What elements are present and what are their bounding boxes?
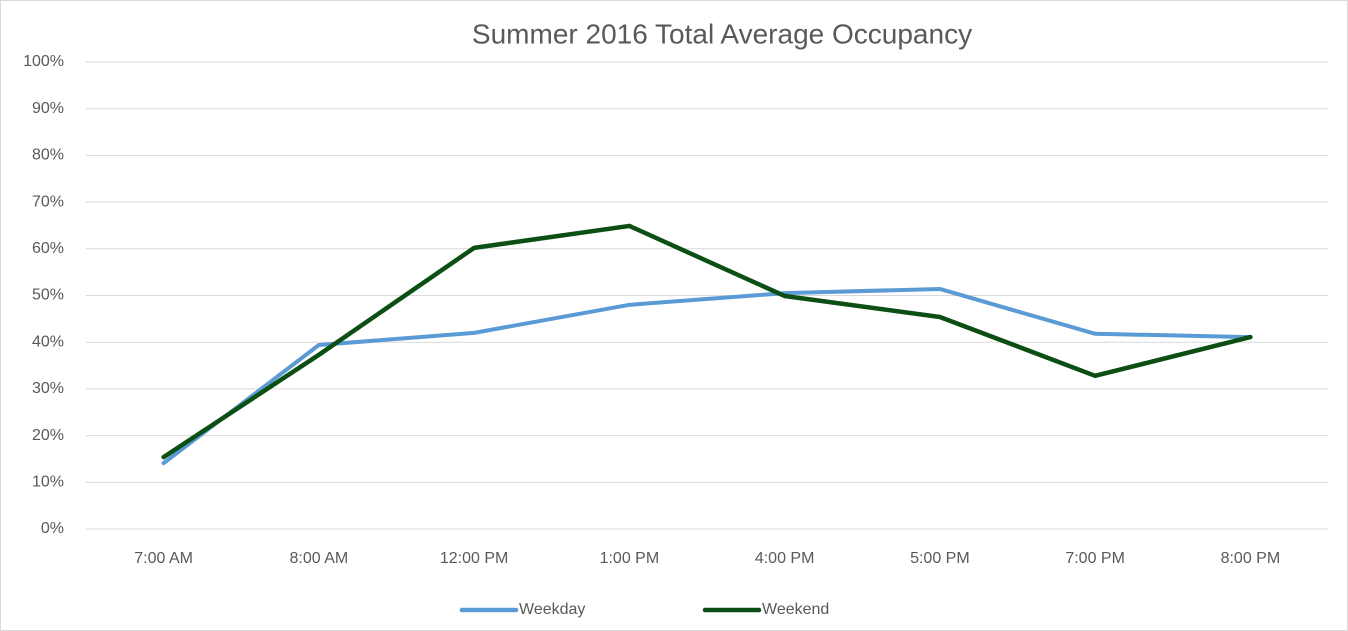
- y-tick-label: 90%: [32, 100, 64, 117]
- series-line: [161, 223, 1253, 460]
- x-tick-label: 1:00 PM: [600, 550, 660, 567]
- y-tick-label: 80%: [32, 147, 64, 164]
- y-tick-label: 100%: [23, 53, 64, 70]
- x-tick-label: 8:00 PM: [1221, 550, 1281, 567]
- legend-label: Weekend: [762, 601, 829, 618]
- series-line: [161, 286, 1253, 466]
- y-tick-label: 20%: [32, 427, 64, 444]
- x-tick-label: 8:00 AM: [290, 550, 349, 567]
- x-tick-label: 7:00 AM: [134, 550, 193, 567]
- x-tick-label: 12:00 PM: [440, 550, 508, 567]
- y-tick-label: 30%: [32, 380, 64, 397]
- chart-title: Summer 2016 Total Average Occupancy: [472, 18, 972, 49]
- x-tick-label: 4:00 PM: [755, 550, 815, 567]
- y-tick-label: 60%: [32, 240, 64, 257]
- y-tick-label: 40%: [32, 333, 64, 350]
- y-tick-label: 50%: [32, 287, 64, 304]
- x-tick-label: 5:00 PM: [910, 550, 970, 567]
- y-tick-label: 0%: [41, 520, 64, 537]
- y-tick-label: 70%: [32, 193, 64, 210]
- legend-label: Weekday: [519, 601, 585, 618]
- x-tick-label: 7:00 PM: [1065, 550, 1125, 567]
- y-tick-label: 10%: [32, 474, 64, 491]
